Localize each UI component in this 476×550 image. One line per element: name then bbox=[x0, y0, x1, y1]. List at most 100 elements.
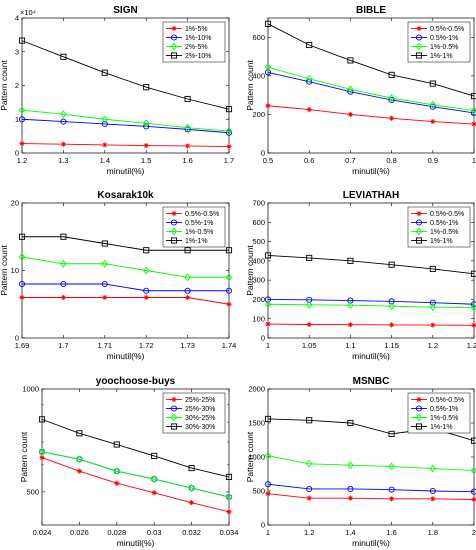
data-point bbox=[264, 481, 272, 488]
legend-marker bbox=[170, 42, 178, 51]
data-point bbox=[264, 20, 272, 27]
legend-marker bbox=[415, 405, 423, 412]
legend-label: 0.5%-1% bbox=[430, 406, 458, 413]
series-line bbox=[21, 109, 230, 132]
series-line bbox=[267, 483, 475, 493]
data-point bbox=[225, 247, 233, 254]
legend-marker bbox=[170, 219, 178, 226]
legend-entry: 1%-5% bbox=[166, 26, 208, 33]
series-1 bbox=[265, 491, 476, 503]
data-point bbox=[306, 321, 312, 328]
legend-entry: 0.5%-1% bbox=[411, 219, 458, 227]
data-point bbox=[470, 488, 476, 495]
x-tick-label: 1.8 bbox=[428, 528, 438, 537]
legend-marker bbox=[170, 423, 178, 430]
legend-label: 0.5%-0.5% bbox=[185, 211, 219, 218]
data-point bbox=[388, 261, 395, 268]
data-point bbox=[188, 465, 195, 472]
series-4 bbox=[264, 20, 476, 100]
data-point bbox=[306, 254, 313, 262]
data-point bbox=[76, 430, 83, 437]
data-point bbox=[226, 143, 232, 150]
y-tick-label: 1000 bbox=[22, 385, 39, 394]
data-point bbox=[101, 120, 108, 128]
data-point bbox=[470, 270, 476, 277]
data-point bbox=[18, 106, 26, 115]
chart-title: BIBLE bbox=[356, 5, 386, 16]
y-tick-label: 700 bbox=[252, 199, 265, 208]
legend-label: 1%-0.5% bbox=[185, 229, 213, 236]
data-point bbox=[306, 300, 313, 309]
y-tick-label: 0 bbox=[15, 149, 19, 158]
x-tick-label: 0.028 bbox=[107, 528, 126, 537]
data-point bbox=[470, 301, 476, 308]
legend-entry: 1%-0.5% bbox=[411, 413, 458, 422]
data-point bbox=[389, 322, 395, 328]
x-tick-label: 1.73 bbox=[180, 341, 195, 350]
y-tick-label: 600 bbox=[252, 218, 265, 227]
legend-entry: 1%-0.5% bbox=[411, 42, 458, 51]
data-point bbox=[347, 419, 354, 427]
legend-marker bbox=[171, 396, 177, 403]
x-tick-label: 1.71 bbox=[97, 341, 112, 350]
legend-entry: 1%-1% bbox=[166, 237, 208, 245]
data-point bbox=[306, 74, 313, 83]
data-point bbox=[60, 280, 67, 288]
legend-label: 0.5%-1% bbox=[185, 220, 213, 227]
data-point bbox=[143, 119, 150, 128]
series-line bbox=[267, 66, 475, 112]
legend-label: 0.5%-0.5% bbox=[430, 397, 464, 404]
legend: 0.5%-0.5% 0.5%-1% 1%-0.5% 1%-1% bbox=[407, 206, 471, 248]
y-tick-label: 600 bbox=[252, 33, 265, 42]
series-1 bbox=[39, 454, 232, 515]
data-point bbox=[151, 475, 158, 484]
x-tick-label: 0.032 bbox=[182, 528, 201, 537]
y-tick-label: 1 bbox=[15, 115, 19, 124]
y-scale-multiplier: ×10⁴ bbox=[20, 8, 36, 17]
data-point bbox=[60, 110, 67, 119]
chart-panel-5: yoochoose-buys 0.024 0.026 0.028 0.03 0.032 0.… bbox=[19, 376, 238, 548]
series-4 bbox=[18, 37, 233, 113]
x-tick-label: 0.024 bbox=[33, 528, 52, 537]
data-point bbox=[429, 265, 436, 273]
y-axis-label: Pattern count bbox=[245, 431, 255, 482]
data-point bbox=[184, 126, 191, 133]
data-point bbox=[429, 487, 436, 495]
legend-label: 1%-1% bbox=[185, 238, 208, 245]
x-tick-label: 0.5 bbox=[263, 156, 273, 165]
data-point bbox=[19, 294, 25, 301]
y-tick-label: 20 bbox=[11, 199, 19, 208]
data-point bbox=[226, 301, 232, 307]
x-tick-label: 1 bbox=[266, 528, 270, 537]
legend-marker bbox=[415, 52, 423, 59]
data-point bbox=[347, 111, 353, 118]
series-2 bbox=[264, 296, 476, 308]
series-line bbox=[267, 323, 475, 326]
series-4 bbox=[264, 252, 476, 277]
data-point bbox=[143, 266, 150, 275]
legend-marker bbox=[415, 34, 423, 41]
data-point bbox=[306, 459, 313, 468]
legend-entry: 1%-0.5% bbox=[411, 227, 458, 236]
data-point bbox=[347, 495, 353, 501]
data-point bbox=[429, 80, 436, 87]
legend-marker bbox=[170, 237, 178, 244]
x-axis-label: minutil(%) bbox=[107, 351, 145, 361]
data-point bbox=[18, 37, 26, 44]
data-point bbox=[225, 473, 233, 480]
chart-panel-1: SIGN 1.2 1.3 1.4 1.5 1.6 1.7 0 1 2 3 4×10⁴ minutil(%… bbox=[0, 5, 234, 176]
legend-entry: 1%-10% bbox=[166, 34, 211, 42]
y-tick-label: 100 bbox=[252, 314, 265, 323]
series-line bbox=[41, 457, 230, 513]
y-tick-label: 400 bbox=[252, 256, 265, 265]
series-2 bbox=[18, 280, 233, 294]
data-point bbox=[265, 321, 271, 327]
legend-label: 0.5%-0.5% bbox=[430, 26, 464, 33]
series-2 bbox=[264, 69, 476, 116]
series-line bbox=[41, 418, 230, 478]
data-point bbox=[388, 430, 395, 437]
data-point bbox=[225, 493, 233, 501]
data-point bbox=[101, 280, 108, 288]
series-line bbox=[267, 455, 475, 472]
legend-entry: 0.5%-1% bbox=[411, 34, 458, 42]
